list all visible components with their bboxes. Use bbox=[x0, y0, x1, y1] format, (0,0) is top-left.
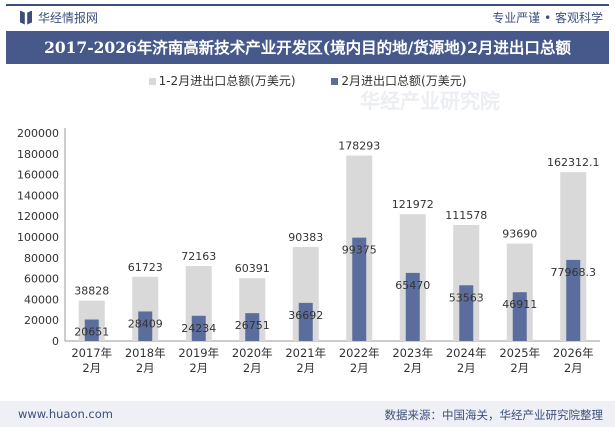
legend-label: 2月进出口总额(万美元) bbox=[341, 74, 467, 88]
data-label-total: 111578 bbox=[445, 209, 487, 222]
data-label-total: 60391 bbox=[235, 262, 270, 275]
legend-swatch bbox=[331, 78, 339, 85]
data-label-total: 93690 bbox=[502, 228, 537, 241]
x-tick-label: 2021年 bbox=[285, 346, 326, 360]
x-tick-label: 2017年 bbox=[71, 346, 112, 360]
data-label-feb: 28409 bbox=[128, 317, 163, 330]
chart-title: 2017-2026年济南高新技术产业开发区(境内目的地/货源地)2月进出口总额 bbox=[6, 31, 609, 64]
legend-item-feb: 2月进出口总额(万美元) bbox=[331, 74, 466, 88]
x-tick-label: 2022年 bbox=[339, 346, 380, 360]
y-tick-label: 60000 bbox=[24, 273, 59, 286]
data-label-total: 121972 bbox=[392, 198, 434, 211]
x-tick-label: 2月 bbox=[457, 361, 476, 375]
footer: www.huaon.com 数据来源：中国海关，华经产业研究院整理 bbox=[0, 401, 615, 427]
x-tick-label: 2018年 bbox=[125, 346, 166, 360]
bar-feb bbox=[298, 302, 313, 341]
data-label-feb: 53563 bbox=[449, 291, 484, 304]
legend-item-total: 1-2月进出口总额(万美元) bbox=[148, 74, 296, 88]
bar-feb bbox=[138, 311, 153, 341]
y-tick-label: 180000 bbox=[17, 148, 59, 161]
data-label-total: 61723 bbox=[128, 261, 163, 274]
x-tick-label: 2月 bbox=[136, 361, 155, 375]
x-tick-label: 2020年 bbox=[232, 346, 273, 360]
data-label-feb: 20651 bbox=[74, 326, 109, 339]
x-tick-label: 2月 bbox=[510, 361, 529, 375]
x-tick-label: 2月 bbox=[564, 361, 583, 375]
source-note: 数据来源：中国海关，华经产业研究院整理 bbox=[384, 408, 604, 422]
x-tick-label: 2019年 bbox=[178, 346, 219, 360]
legend-swatch bbox=[148, 78, 156, 85]
top-rule bbox=[6, 4, 609, 6]
x-tick-label: 2月 bbox=[296, 361, 315, 375]
bar-feb bbox=[191, 315, 206, 341]
legend-label: 1-2月进出口总额(万美元) bbox=[158, 74, 296, 88]
data-label-total: 162312.1 bbox=[547, 156, 600, 169]
brand: 华经情报网 bbox=[20, 9, 98, 26]
slogan: 专业严谨 • 客观科学 bbox=[492, 11, 603, 25]
y-tick-label: 100000 bbox=[17, 231, 59, 244]
data-label-feb: 99375 bbox=[342, 244, 377, 257]
y-tick-label: 0 bbox=[52, 335, 59, 348]
data-label-total: 90383 bbox=[288, 231, 323, 244]
x-tick-label: 2月 bbox=[403, 361, 422, 375]
x-tick-label: 2月 bbox=[82, 361, 101, 375]
data-label-feb: 26751 bbox=[235, 319, 270, 332]
x-tick-label: 2024年 bbox=[446, 346, 487, 360]
bar-feb bbox=[459, 285, 474, 341]
y-tick-label: 160000 bbox=[17, 169, 59, 182]
x-tick-label: 2月 bbox=[189, 361, 208, 375]
data-label-total: 38828 bbox=[74, 285, 109, 298]
data-label-feb: 36692 bbox=[288, 309, 323, 322]
data-label-feb: 65470 bbox=[395, 279, 430, 292]
bar-feb bbox=[352, 237, 367, 341]
y-tick-label: 40000 bbox=[24, 293, 59, 306]
website: www.huaon.com bbox=[18, 407, 113, 421]
data-label-total: 72163 bbox=[181, 250, 216, 263]
bar-feb bbox=[512, 292, 527, 341]
y-tick-label: 20000 bbox=[24, 314, 59, 327]
x-tick-label: 2月 bbox=[350, 361, 369, 375]
bar-feb bbox=[405, 272, 420, 341]
y-tick-label: 80000 bbox=[24, 252, 59, 265]
data-label-feb: 24234 bbox=[181, 322, 216, 335]
legend: 1-2月进出口总额(万美元) 2月进出口总额(万美元) bbox=[0, 72, 615, 89]
y-tick-label: 200000 bbox=[17, 127, 59, 140]
brand-name: 华经情报网 bbox=[38, 11, 99, 25]
bar-feb bbox=[245, 313, 260, 341]
y-tick-label: 140000 bbox=[17, 189, 59, 202]
bar-feb bbox=[84, 319, 99, 341]
x-tick-label: 2025年 bbox=[499, 346, 540, 360]
data-label-feb: 46911 bbox=[502, 298, 537, 311]
y-tick-label: 120000 bbox=[17, 210, 59, 223]
data-label-feb: 77968.3 bbox=[551, 266, 597, 279]
x-tick-label: 2026年 bbox=[553, 346, 594, 360]
data-label-total: 178293 bbox=[338, 140, 380, 153]
x-tick-label: 2023年 bbox=[392, 346, 433, 360]
bar-feb bbox=[566, 259, 581, 341]
watermark: 华经产业研究院 bbox=[360, 89, 500, 113]
x-tick-label: 2月 bbox=[243, 361, 262, 375]
